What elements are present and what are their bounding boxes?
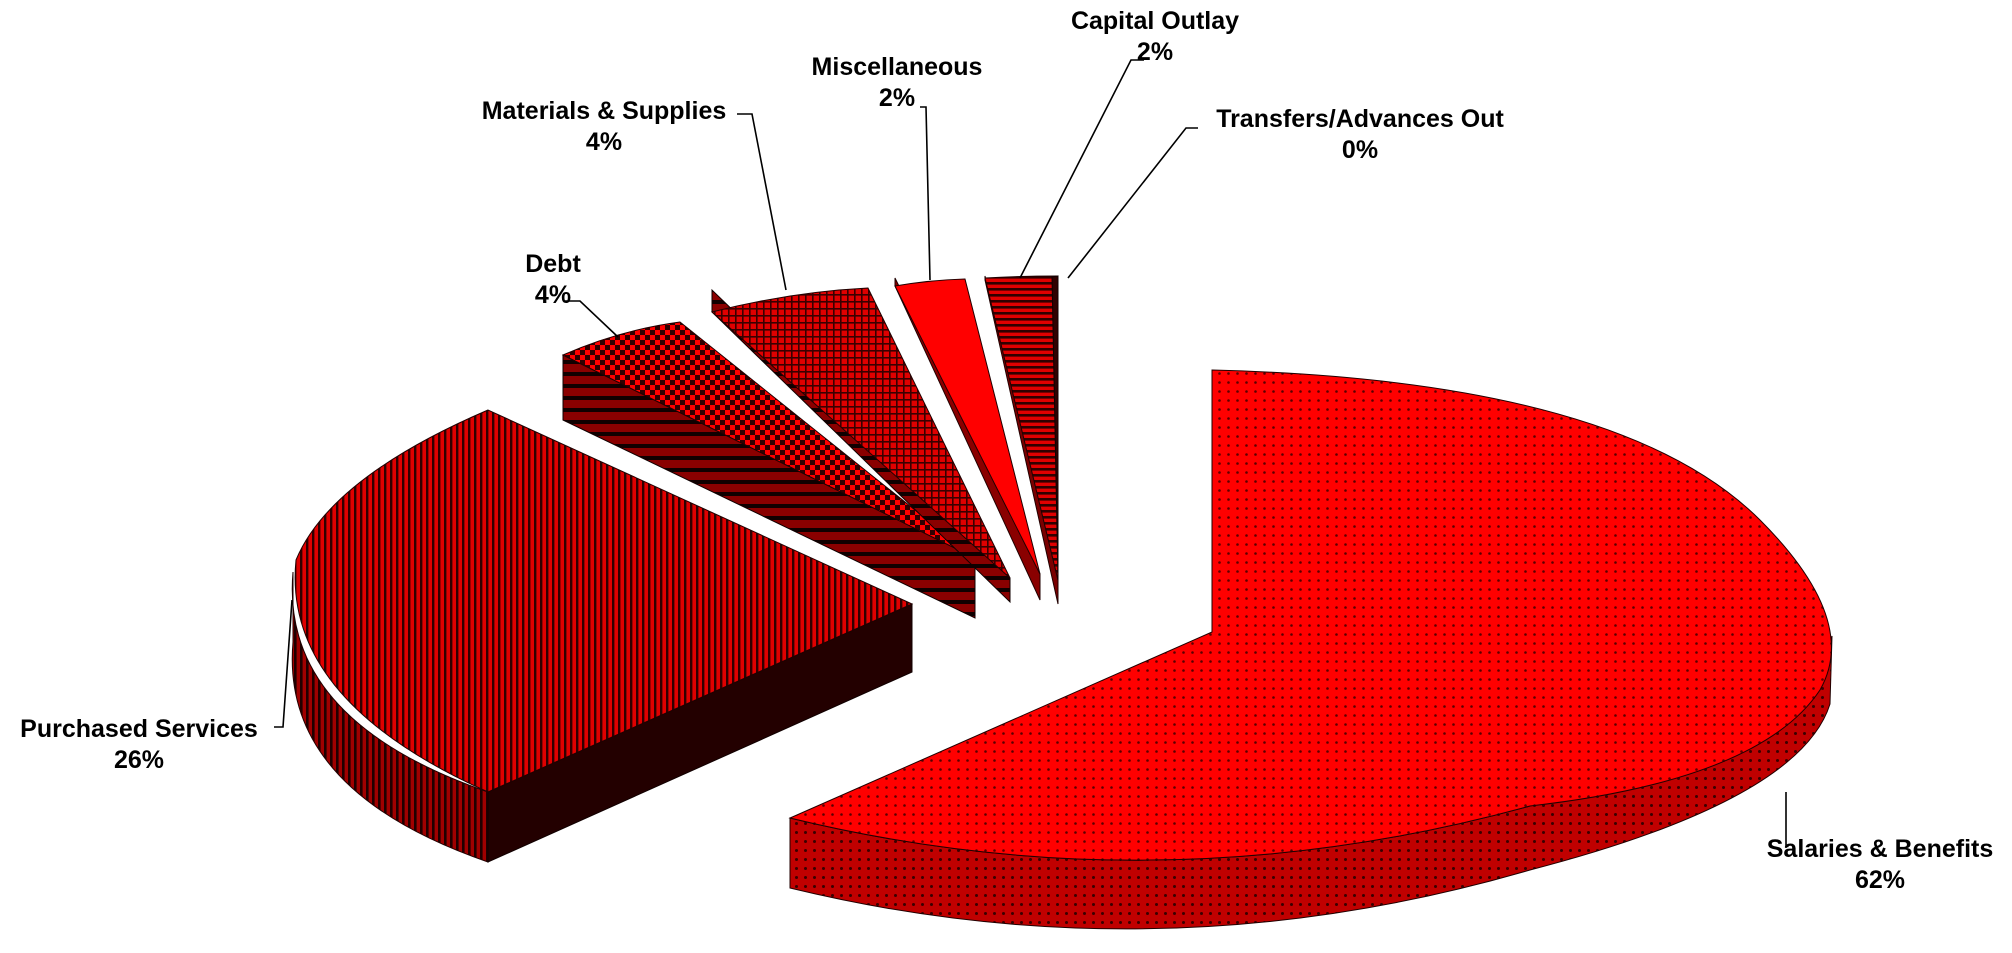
label-debt-name: Debt — [525, 250, 581, 278]
label-debt: Debt 4% — [525, 250, 581, 309]
label-salaries-benefits: Salaries & Benefits 62% — [1767, 835, 1994, 894]
label-capital-outlay: Capital Outlay 2% — [1071, 7, 1239, 66]
slice-miscellaneous-top — [894, 278, 1041, 575]
label-miscellaneous-percent: 2% — [879, 84, 915, 112]
slice-materials-supplies-top — [710, 287, 1011, 579]
slice-salaries-benefits-top — [788, 369, 1832, 861]
slice-salaries-benefits[interactable] — [788, 369, 1833, 930]
slice-transfers-advances-out[interactable] — [1051, 275, 1059, 581]
slice-materials-supplies[interactable] — [710, 287, 1011, 604]
label-purchased-services-name: Purchased Services — [20, 715, 258, 743]
label-capital-outlay-name: Capital Outlay — [1071, 7, 1239, 35]
slice-debt-top — [561, 321, 976, 559]
leader-line-miscellaneous — [920, 106, 931, 281]
leader-line-debt — [564, 300, 619, 338]
label-transfers-advances-out-name: Transfers/Advances Out — [1216, 105, 1504, 133]
slice-transfers-advances-out-top — [1051, 275, 1059, 581]
label-materials-supplies-percent: 4% — [586, 128, 622, 156]
label-miscellaneous: Miscellaneous 2% — [812, 53, 983, 112]
leader-lines — [274, 59, 1787, 848]
slice-labels: Salaries & Benefits 62% Purchased Servic… — [20, 7, 1993, 894]
label-materials-supplies-name: Materials & Supplies — [482, 97, 727, 125]
leader-line-capital-outlay — [1019, 59, 1144, 279]
slice-debt[interactable] — [561, 321, 976, 619]
label-miscellaneous-name: Miscellaneous — [812, 53, 983, 81]
label-salaries-benefits-percent: 62% — [1855, 866, 1905, 894]
leader-line-transfers-advances-out — [1067, 127, 1198, 279]
leader-line-purchased-services — [274, 599, 293, 728]
label-capital-outlay-percent: 2% — [1137, 38, 1173, 66]
slice-capital-outlay[interactable] — [984, 275, 1059, 605]
label-transfers-advances-out-percent: 0% — [1342, 136, 1378, 164]
leader-line-materials-supplies — [737, 113, 787, 291]
slice-purchased-services-top — [294, 409, 914, 793]
label-debt-percent: 4% — [535, 281, 571, 309]
label-purchased-services: Purchased Services 26% — [20, 715, 258, 774]
label-transfers-advances-out: Transfers/Advances Out 0% — [1216, 105, 1504, 164]
label-salaries-benefits-name: Salaries & Benefits — [1767, 835, 1994, 863]
label-purchased-services-percent: 26% — [114, 746, 164, 774]
label-materials-supplies: Materials & Supplies 4% — [482, 97, 727, 156]
slice-purchased-services[interactable] — [291, 409, 914, 863]
slice-miscellaneous[interactable] — [894, 277, 1041, 601]
